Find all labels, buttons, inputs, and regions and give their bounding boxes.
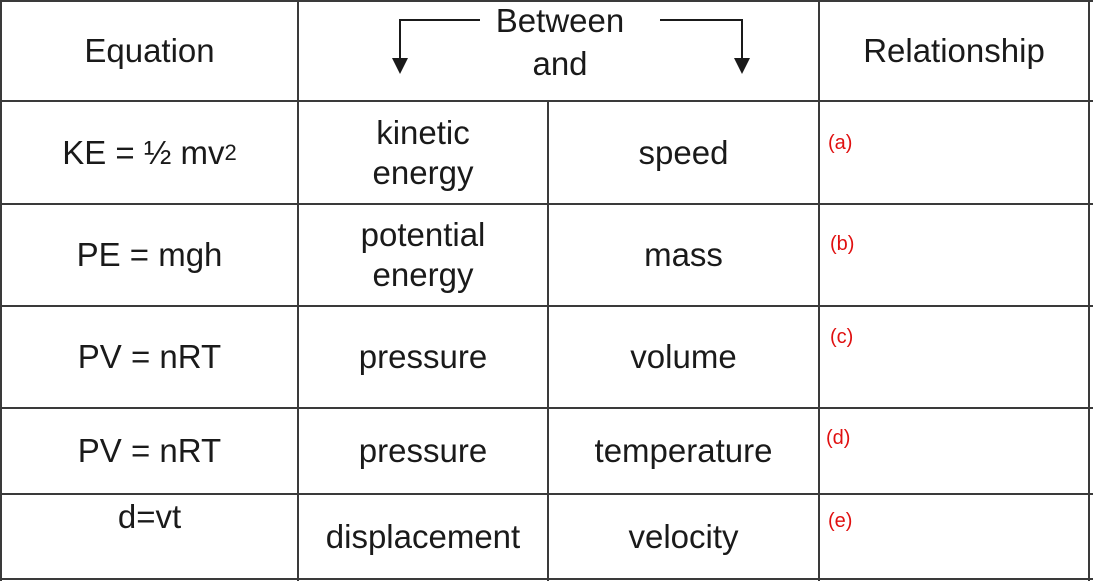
row-divider-1 [0, 100, 1093, 102]
equation-cell-3: PV = nRT [77, 338, 222, 375]
equation-cell-2: PE = mgh [76, 236, 223, 273]
equation-text: KE = ½ mv [62, 133, 225, 171]
row-divider-2 [0, 203, 1093, 205]
table-border-bottom [0, 578, 1093, 580]
column-divider-2 [547, 100, 549, 581]
header-equation: Equation [84, 32, 215, 69]
equation-cell-4: PV = nRT [77, 432, 222, 469]
table-border-right [1088, 0, 1090, 581]
table-border-top [0, 0, 1093, 2]
quantity-a-line1: kinetic [376, 113, 470, 151]
quantity-a-cell-3: pressure [358, 338, 488, 375]
row-divider-3 [0, 305, 1093, 307]
relationship-answer-c[interactable]: (c) [830, 326, 854, 348]
quantity-a-cell-2: potential energy [299, 205, 547, 305]
right-arrow-head [734, 58, 750, 74]
relationship-answer-d[interactable]: (d) [826, 427, 851, 449]
header-and: and [532, 45, 588, 82]
quantity-b-cell-3: volume [630, 338, 737, 375]
quantity-b-cell-5: velocity [628, 517, 739, 555]
between-arrows-graphic [392, 19, 750, 74]
header-relationship: Relationship [863, 32, 1045, 69]
table-border-left [0, 0, 2, 581]
relationship-answer-a[interactable]: (a) [828, 132, 853, 154]
relationship-answer-b[interactable]: (b) [830, 233, 855, 255]
column-divider-1 [297, 0, 299, 581]
quantity-a-line1: potential [360, 216, 486, 253]
equation-cell-1: KE = ½ mv 2 [62, 133, 237, 171]
quantity-a-cell-1: kinetic energy [299, 102, 547, 203]
left-arrow-head [392, 58, 408, 74]
quantity-a-cell-5: displacement [325, 517, 521, 555]
quantity-a-line2: energy [372, 256, 474, 293]
row-divider-4 [0, 407, 1093, 409]
row-divider-5 [0, 493, 1093, 495]
header-between: Between [495, 2, 625, 39]
right-arrow-line [660, 19, 743, 62]
quantity-b-cell-1: speed [638, 133, 729, 171]
quantity-a-line2: energy [372, 153, 474, 191]
column-divider-3 [818, 0, 820, 581]
quantity-b-cell-4: temperature [594, 432, 773, 469]
left-arrow-line [399, 19, 480, 62]
relationship-answer-e[interactable]: (e) [828, 510, 853, 532]
quantity-a-cell-4: pressure [358, 432, 488, 469]
quantity-b-cell-2: mass [644, 236, 723, 273]
equation-cell-5: d=vt [117, 498, 182, 535]
